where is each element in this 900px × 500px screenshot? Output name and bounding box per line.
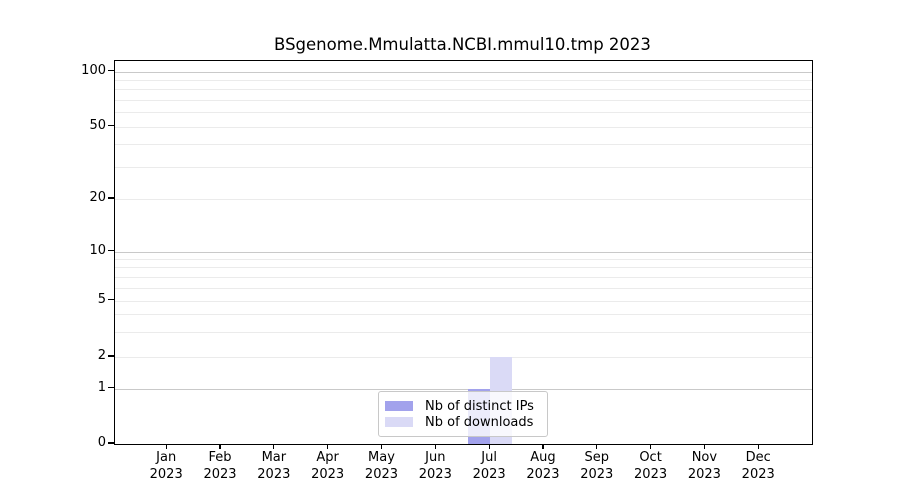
chart-title: BSgenome.Mmulatta.NCBI.mmul10.tmp 2023 bbox=[274, 35, 651, 54]
x-tick-mark bbox=[757, 444, 759, 449]
x-tick-label: Nov 2023 bbox=[674, 450, 734, 483]
legend-swatch-distinct-ips-icon bbox=[385, 400, 413, 412]
gridline-minor bbox=[115, 126, 812, 128]
x-tick-label: Dec 2023 bbox=[728, 450, 788, 483]
y-tick-label: 2 bbox=[97, 348, 106, 363]
gridline-minor bbox=[115, 99, 812, 101]
y-tick-mark bbox=[108, 355, 114, 357]
gridline-minor bbox=[115, 267, 812, 269]
x-tick-month: Oct bbox=[639, 450, 662, 465]
x-tick-month: Mar bbox=[261, 450, 287, 465]
legend-label-distinct-ips: Nb of distinct IPs bbox=[425, 398, 534, 414]
x-tick-year: 2023 bbox=[580, 466, 614, 482]
x-tick-year: 2023 bbox=[203, 466, 237, 482]
x-tick-mark bbox=[380, 444, 383, 449]
y-tick-mark bbox=[108, 298, 114, 301]
x-tick-month: Jan bbox=[156, 450, 177, 465]
y-tick-mark bbox=[108, 69, 114, 72]
gridline-minor bbox=[115, 112, 812, 114]
gridline-minor bbox=[115, 276, 812, 278]
gridline-minor bbox=[115, 166, 812, 168]
y-tick-label: 0 bbox=[97, 435, 106, 450]
x-tick-year: 2023 bbox=[741, 466, 775, 482]
x-tick-mark bbox=[434, 444, 436, 449]
gridline-minor bbox=[115, 331, 812, 333]
gridline-major bbox=[115, 388, 812, 390]
x-tick-mark bbox=[165, 444, 167, 449]
x-tick-year: 2023 bbox=[257, 466, 291, 482]
y-tick-mark bbox=[108, 442, 114, 444]
legend-row-distinct-ips: Nb of distinct IPs bbox=[379, 398, 547, 414]
gridline-minor bbox=[115, 314, 812, 316]
x-tick-label: Jan 2023 bbox=[136, 450, 196, 483]
x-tick-year: 2023 bbox=[687, 466, 721, 482]
x-tick-mark bbox=[703, 444, 705, 449]
y-tick-label: 5 bbox=[97, 291, 106, 307]
gridline-minor bbox=[115, 287, 812, 289]
x-tick-month: Feb bbox=[208, 450, 232, 465]
legend-swatch-downloads-icon bbox=[385, 416, 413, 428]
x-tick-year: 2023 bbox=[634, 466, 668, 482]
gridline-minor bbox=[115, 300, 812, 302]
y-tick-mark bbox=[108, 124, 114, 127]
x-tick-year: 2023 bbox=[364, 466, 399, 482]
x-tick-mark bbox=[488, 444, 490, 449]
y-tick-mark bbox=[108, 197, 114, 199]
x-tick-mark bbox=[542, 444, 544, 449]
x-tick-mark bbox=[273, 444, 275, 449]
x-tick-label: Oct 2023 bbox=[621, 450, 681, 483]
legend-row-downloads: Nb of downloads bbox=[379, 414, 547, 430]
gridline-major bbox=[115, 71, 812, 73]
gridline-minor bbox=[115, 199, 812, 200]
x-tick-month: Dec bbox=[745, 450, 771, 465]
x-tick-mark bbox=[649, 444, 652, 449]
x-tick-mark bbox=[596, 444, 598, 449]
y-tick-label: 10 bbox=[89, 242, 106, 258]
x-tick-label: Jun 2023 bbox=[405, 450, 465, 483]
x-tick-label: Jul 2023 bbox=[459, 450, 519, 483]
y-tick-label: 1 bbox=[97, 379, 106, 395]
x-tick-label: May 2023 bbox=[351, 450, 411, 483]
x-tick-month: Aug bbox=[530, 450, 556, 465]
x-tick-month: Apr bbox=[316, 450, 339, 465]
x-tick-label: Apr 2023 bbox=[298, 450, 358, 483]
x-tick-label: Aug 2023 bbox=[513, 450, 573, 483]
x-tick-label: Feb 2023 bbox=[190, 450, 250, 483]
gridline-minor bbox=[115, 144, 812, 146]
gridline-minor bbox=[115, 357, 812, 358]
x-tick-year: 2023 bbox=[149, 466, 183, 482]
y-tick-mark bbox=[108, 386, 114, 389]
legend-label-downloads: Nb of downloads bbox=[425, 414, 534, 430]
y-tick-mark bbox=[108, 249, 114, 252]
x-tick-month: Jul bbox=[481, 450, 497, 465]
legend: Nb of distinct IPs Nb of downloads bbox=[378, 391, 548, 437]
y-tick-label: 50 bbox=[89, 117, 106, 133]
gridline-minor bbox=[115, 258, 812, 260]
x-tick-month: Nov bbox=[691, 450, 718, 465]
x-tick-year: 2023 bbox=[472, 466, 506, 482]
x-tick-label: Mar 2023 bbox=[244, 450, 304, 483]
gridline-minor bbox=[115, 79, 812, 81]
x-tick-mark bbox=[327, 444, 329, 449]
x-tick-year: 2023 bbox=[526, 466, 560, 482]
x-tick-mark bbox=[219, 444, 221, 449]
y-tick-label: 100 bbox=[81, 62, 106, 78]
x-tick-month: Sep bbox=[584, 450, 609, 465]
x-tick-month: May bbox=[368, 450, 395, 465]
x-tick-month: Jun bbox=[425, 450, 446, 465]
x-tick-label: Sep 2023 bbox=[567, 450, 627, 483]
gridline-minor bbox=[115, 89, 812, 91]
plot-area bbox=[114, 60, 813, 445]
x-tick-year: 2023 bbox=[311, 466, 345, 482]
gridline-major bbox=[115, 251, 812, 253]
y-tick-label: 20 bbox=[89, 190, 106, 205]
x-tick-year: 2023 bbox=[418, 466, 452, 482]
